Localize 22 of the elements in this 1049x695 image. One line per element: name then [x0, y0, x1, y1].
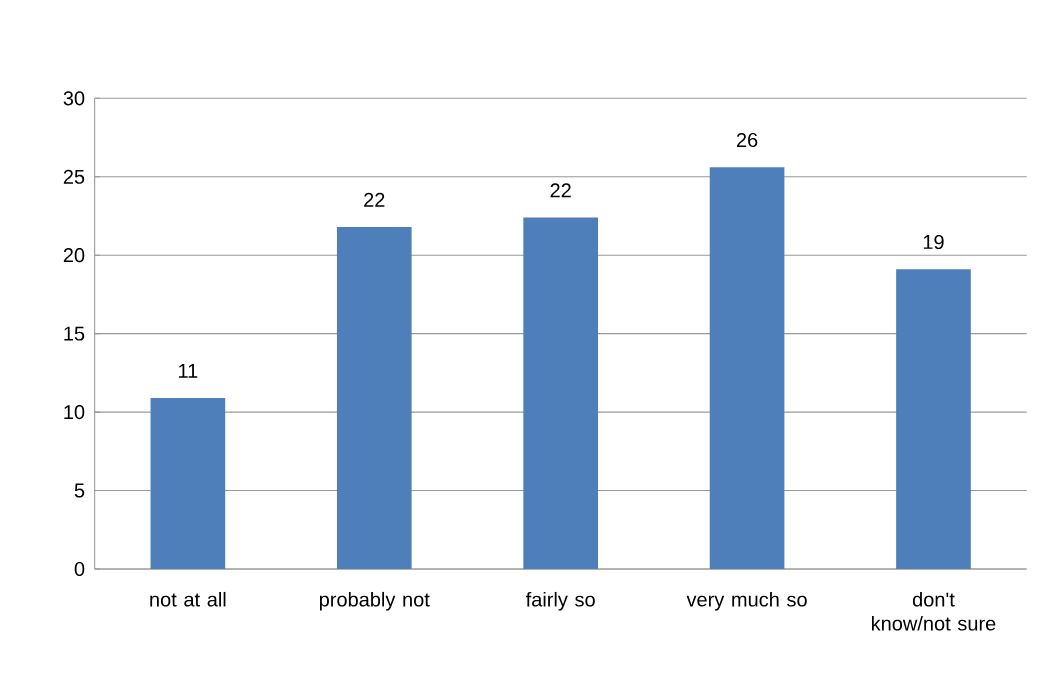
- bar: [336, 226, 412, 569]
- y-tick-label: 10: [64, 405, 85, 420]
- y-tick-label: 30: [63, 91, 85, 106]
- bar: [150, 397, 226, 569]
- x-tick-label: don't know/not sure: [871, 591, 996, 631]
- data-label: 22: [364, 192, 385, 207]
- bar: [709, 167, 785, 569]
- bar: [523, 217, 598, 569]
- x-tick-label: not at all: [150, 591, 226, 607]
- y-tick-label: 15: [64, 326, 85, 341]
- data-label: 11: [179, 363, 198, 378]
- data-label: 19: [923, 234, 944, 250]
- x-tick-label: very much so: [686, 591, 807, 611]
- data-label: 26: [736, 132, 758, 148]
- x-tick-label: fairly so: [525, 591, 595, 611]
- data-label: 22: [550, 183, 571, 198]
- y-tick-label: 5: [74, 483, 85, 498]
- y-tick-label: 25: [63, 169, 85, 184]
- bar: [896, 269, 971, 569]
- x-tick-label: probably not: [319, 591, 430, 611]
- y-tick-label: 20: [63, 248, 85, 263]
- y-tick-label: 0: [74, 561, 85, 577]
